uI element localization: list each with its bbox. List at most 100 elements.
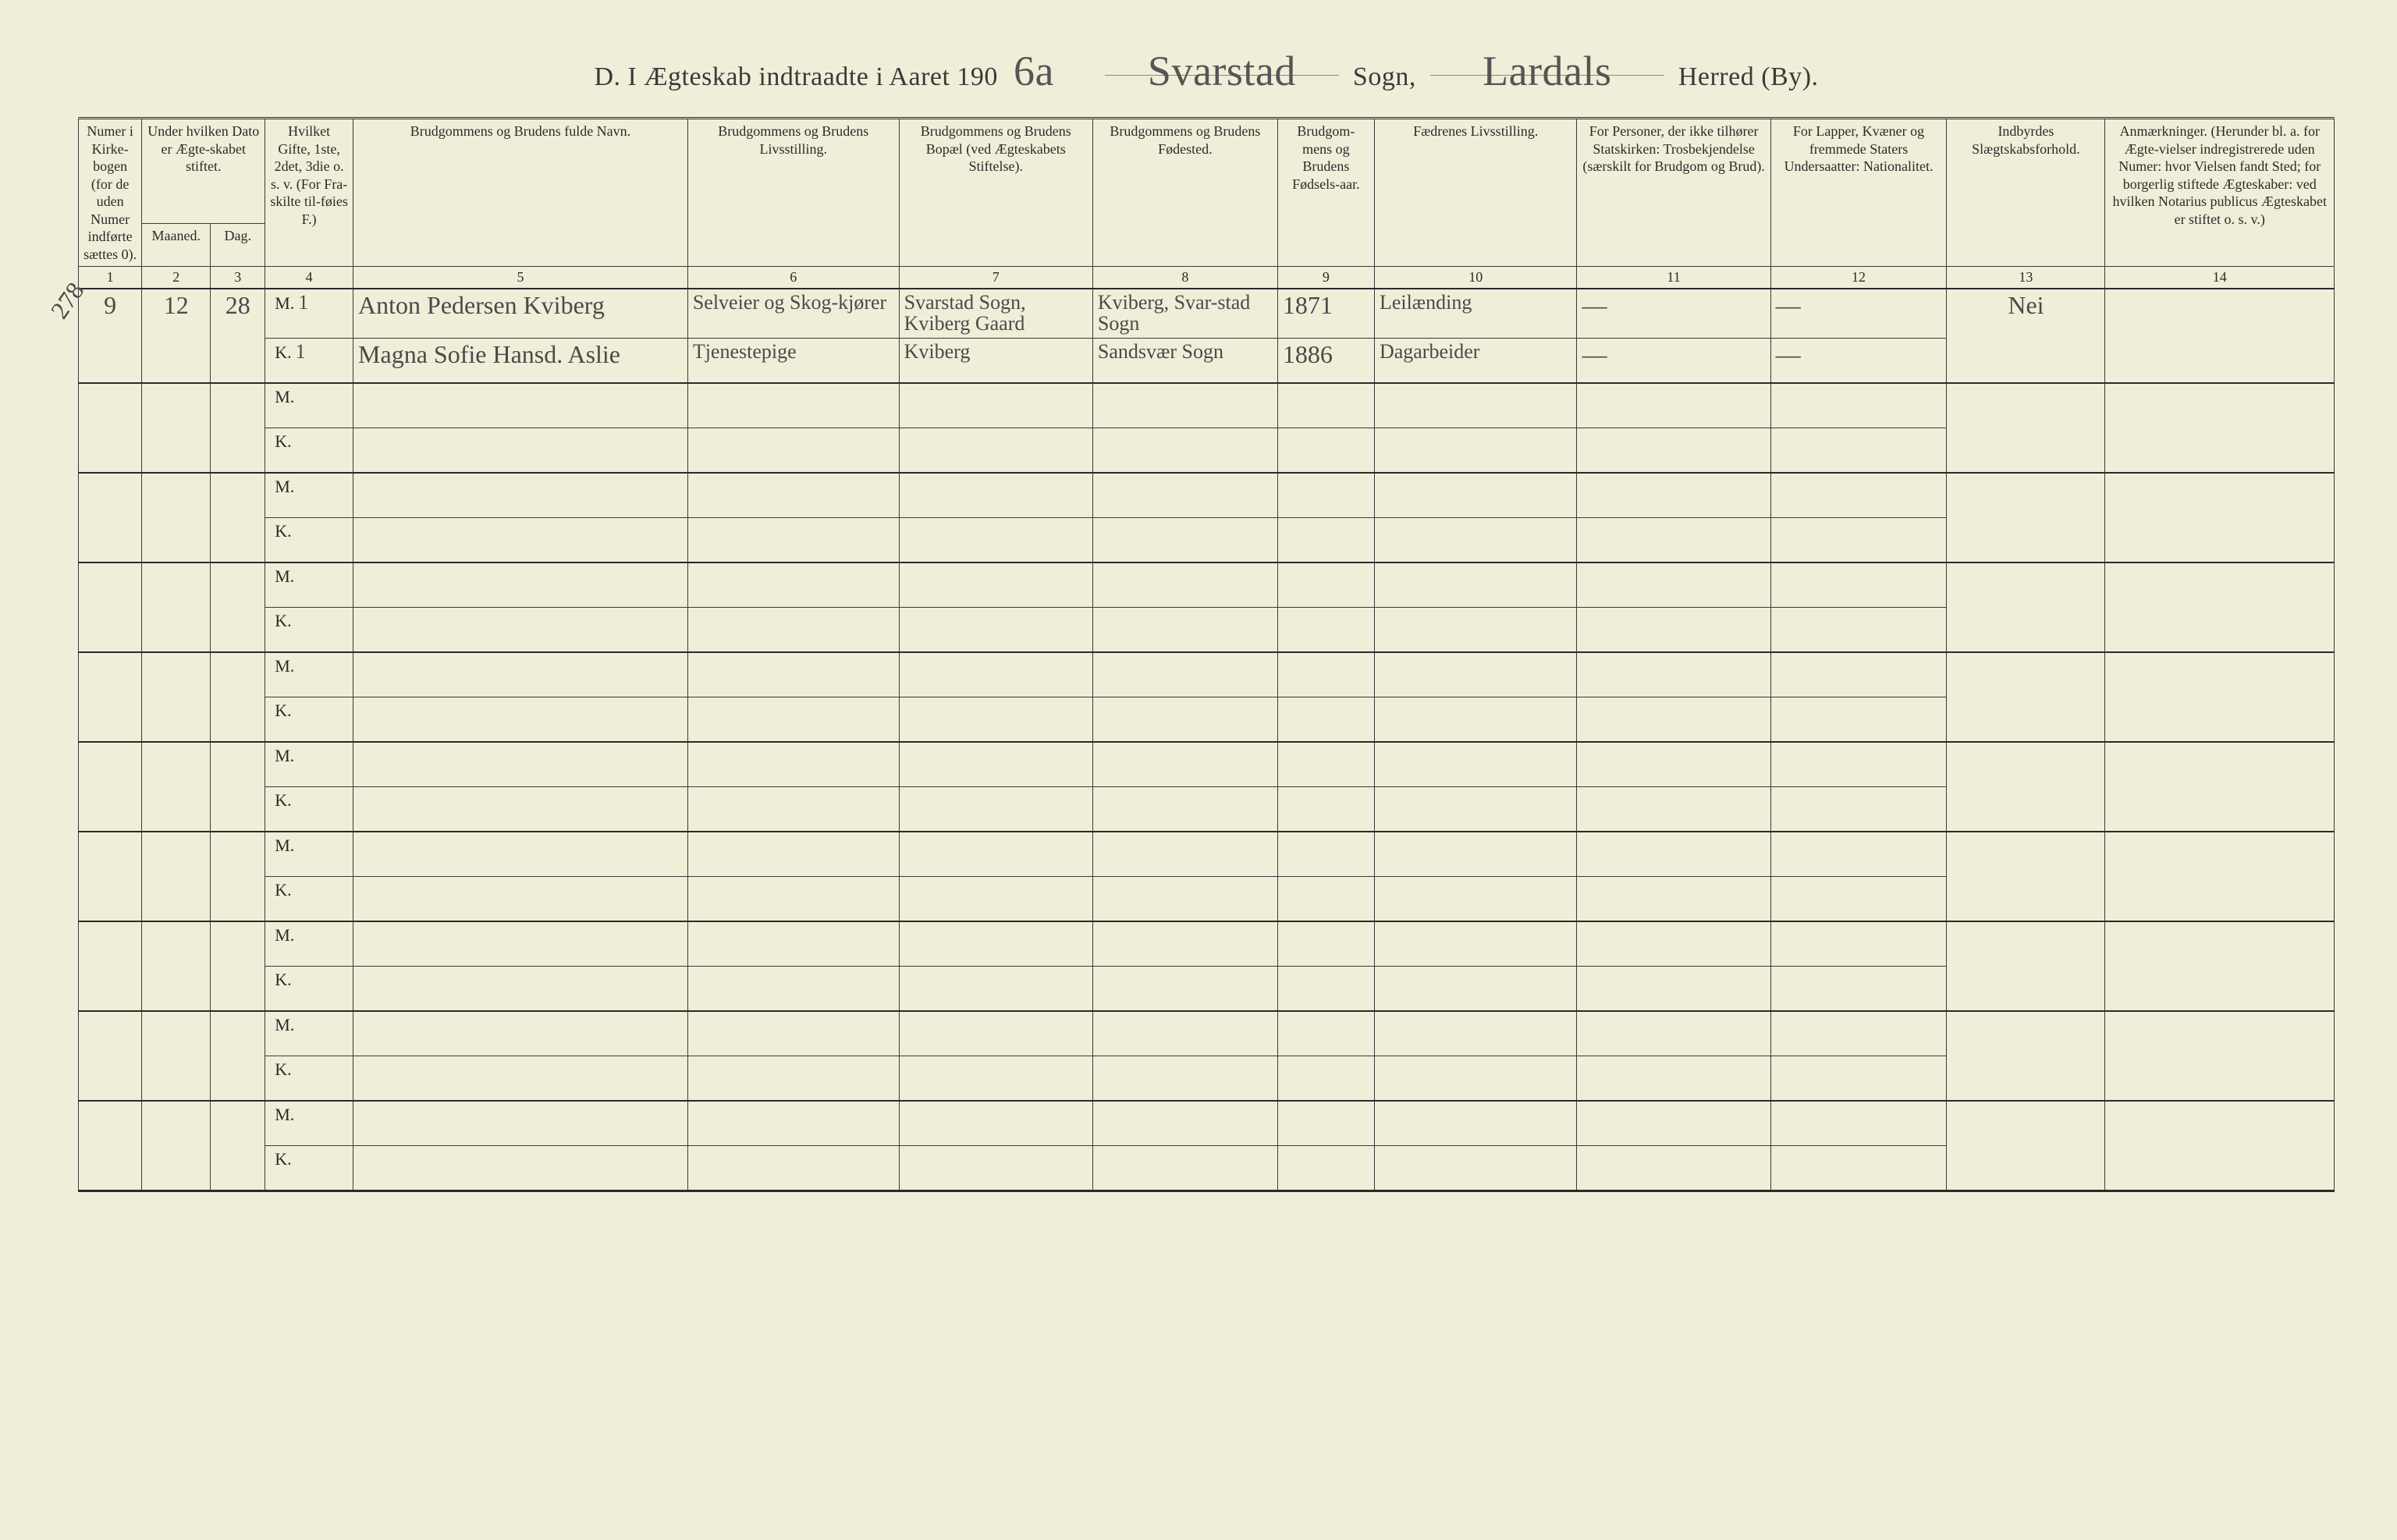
blank-cell <box>1092 607 1277 652</box>
blank-gifte-k: K. <box>265 517 353 562</box>
blank-num <box>79 921 142 1011</box>
blank-cell <box>1577 517 1770 562</box>
cell-remarks <box>2105 289 2335 383</box>
blank-cell <box>1770 428 1947 473</box>
blank-month <box>142 652 211 742</box>
blank-kinship <box>1947 742 2105 832</box>
cell-father-k: Dagarbeider <box>1374 338 1577 383</box>
blank-day <box>211 1101 265 1191</box>
col-num-12: 12 <box>1770 267 1947 289</box>
col-header-2-day: Dag. <box>211 224 265 267</box>
mk-label-k: K. <box>270 431 291 451</box>
cell-birthyear-k: 1886 <box>1277 338 1374 383</box>
blank-cell <box>353 966 688 1011</box>
blank-day <box>211 921 265 1011</box>
cell-num: 9 <box>79 289 142 383</box>
blank-cell <box>1770 562 1947 608</box>
col-num-1: 1 <box>79 267 142 289</box>
blank-cell <box>687 742 899 787</box>
blank-cell <box>1277 1011 1374 1056</box>
blank-cell <box>1374 786 1577 832</box>
blank-cell <box>353 473 688 518</box>
mk-label-m: M. <box>270 566 294 586</box>
cell-kinship: Nei <box>1947 289 2105 383</box>
col-header-5: Brudgommens og Brudens fulde Navn. <box>353 119 688 267</box>
blank-remarks <box>2105 562 2335 652</box>
title-sogn-label: Sogn, <box>1353 62 1416 91</box>
blank-cell <box>1770 966 1947 1011</box>
blank-cell <box>1277 383 1374 428</box>
blank-gifte-m: M. <box>265 473 353 518</box>
blank-day <box>211 383 265 473</box>
blank-cell <box>353 1145 688 1190</box>
title-year-suffix: 6a <box>998 47 1070 95</box>
title-herred-label: Herred (By). <box>1678 62 1819 91</box>
blank-num <box>79 1101 142 1191</box>
blank-cell <box>1277 428 1374 473</box>
blank-cell <box>353 786 688 832</box>
blank-remarks <box>2105 383 2335 473</box>
blank-cell <box>1770 921 1947 967</box>
title-prefix: D. I Ægteskab indtraadte i Aaret 190 <box>594 62 997 91</box>
mk-label-k: K. <box>270 880 291 900</box>
blank-cell <box>1277 876 1374 921</box>
blank-gifte-k: K. <box>265 428 353 473</box>
blank-cell <box>899 966 1092 1011</box>
blank-cell <box>1374 876 1577 921</box>
blank-day <box>211 832 265 921</box>
cell-name-m: Anton Pedersen Kviberg <box>353 289 688 339</box>
blank-cell <box>1374 1101 1577 1146</box>
cell-birthplace-m: Kviberg, Svar-stad Sogn <box>1092 289 1277 339</box>
cell-nat-k: — <box>1770 338 1947 383</box>
blank-gifte-m: M. <box>265 652 353 697</box>
blank-cell <box>1577 652 1770 697</box>
blank-cell <box>899 383 1092 428</box>
blank-remarks <box>2105 473 2335 562</box>
col-num-8: 8 <box>1092 267 1277 289</box>
blank-kinship <box>1947 383 2105 473</box>
col-header-13: Indbyrdes Slægtskabsforhold. <box>1947 119 2105 267</box>
blank-cell <box>687 652 899 697</box>
blank-cell <box>353 876 688 921</box>
col-header-9: Brudgom-mens og Brudens Fødsels-aar. <box>1277 119 1374 267</box>
blank-cell <box>899 428 1092 473</box>
blank-cell <box>1374 562 1577 608</box>
blank-cell <box>687 517 899 562</box>
blank-cell <box>899 876 1092 921</box>
blank-cell <box>1770 876 1947 921</box>
blank-cell <box>1577 921 1770 967</box>
col-num-11: 11 <box>1577 267 1770 289</box>
col-header-4: Hvilket Gifte, 1ste, 2det, 3die o. s. v.… <box>265 119 353 267</box>
blank-cell <box>1277 697 1374 742</box>
blank-cell <box>1577 832 1770 877</box>
blank-gifte-k: K. <box>265 966 353 1011</box>
blank-cell <box>1577 1145 1770 1190</box>
mk-label-k: K. <box>270 701 291 720</box>
blank-cell <box>1374 832 1577 877</box>
blank-cell <box>1577 742 1770 787</box>
page-title-line: D. I Ægteskab indtraadte i Aaret 1906a S… <box>78 47 2335 95</box>
blank-remarks <box>2105 1101 2335 1191</box>
blank-cell <box>899 652 1092 697</box>
blank-cell <box>1092 921 1277 967</box>
mk-label-k: K. <box>270 342 291 362</box>
blank-cell <box>687 1145 899 1190</box>
blank-kinship <box>1947 1011 2105 1101</box>
col-header-14: Anmærkninger. (Herunder bl. a. for Ægte-… <box>2105 119 2335 267</box>
blank-cell <box>1277 1056 1374 1101</box>
blank-cell <box>1374 966 1577 1011</box>
cell-nat-m: — <box>1770 289 1947 339</box>
blank-cell <box>1092 562 1277 608</box>
mk-label-m: M. <box>270 477 294 496</box>
blank-cell <box>1092 473 1277 518</box>
blank-cell <box>353 742 688 787</box>
blank-cell <box>1770 1101 1947 1146</box>
mk-label-m: M. <box>270 746 294 765</box>
mk-label-k: K. <box>270 970 291 989</box>
cell-gifte-m: M. 1 <box>265 289 353 339</box>
entry-row-m: 91228M. 1Anton Pedersen KvibergSelveier … <box>79 289 2335 339</box>
blank-cell <box>1770 742 1947 787</box>
blank-cell <box>1577 607 1770 652</box>
blank-cell <box>353 652 688 697</box>
blank-cell <box>1374 383 1577 428</box>
